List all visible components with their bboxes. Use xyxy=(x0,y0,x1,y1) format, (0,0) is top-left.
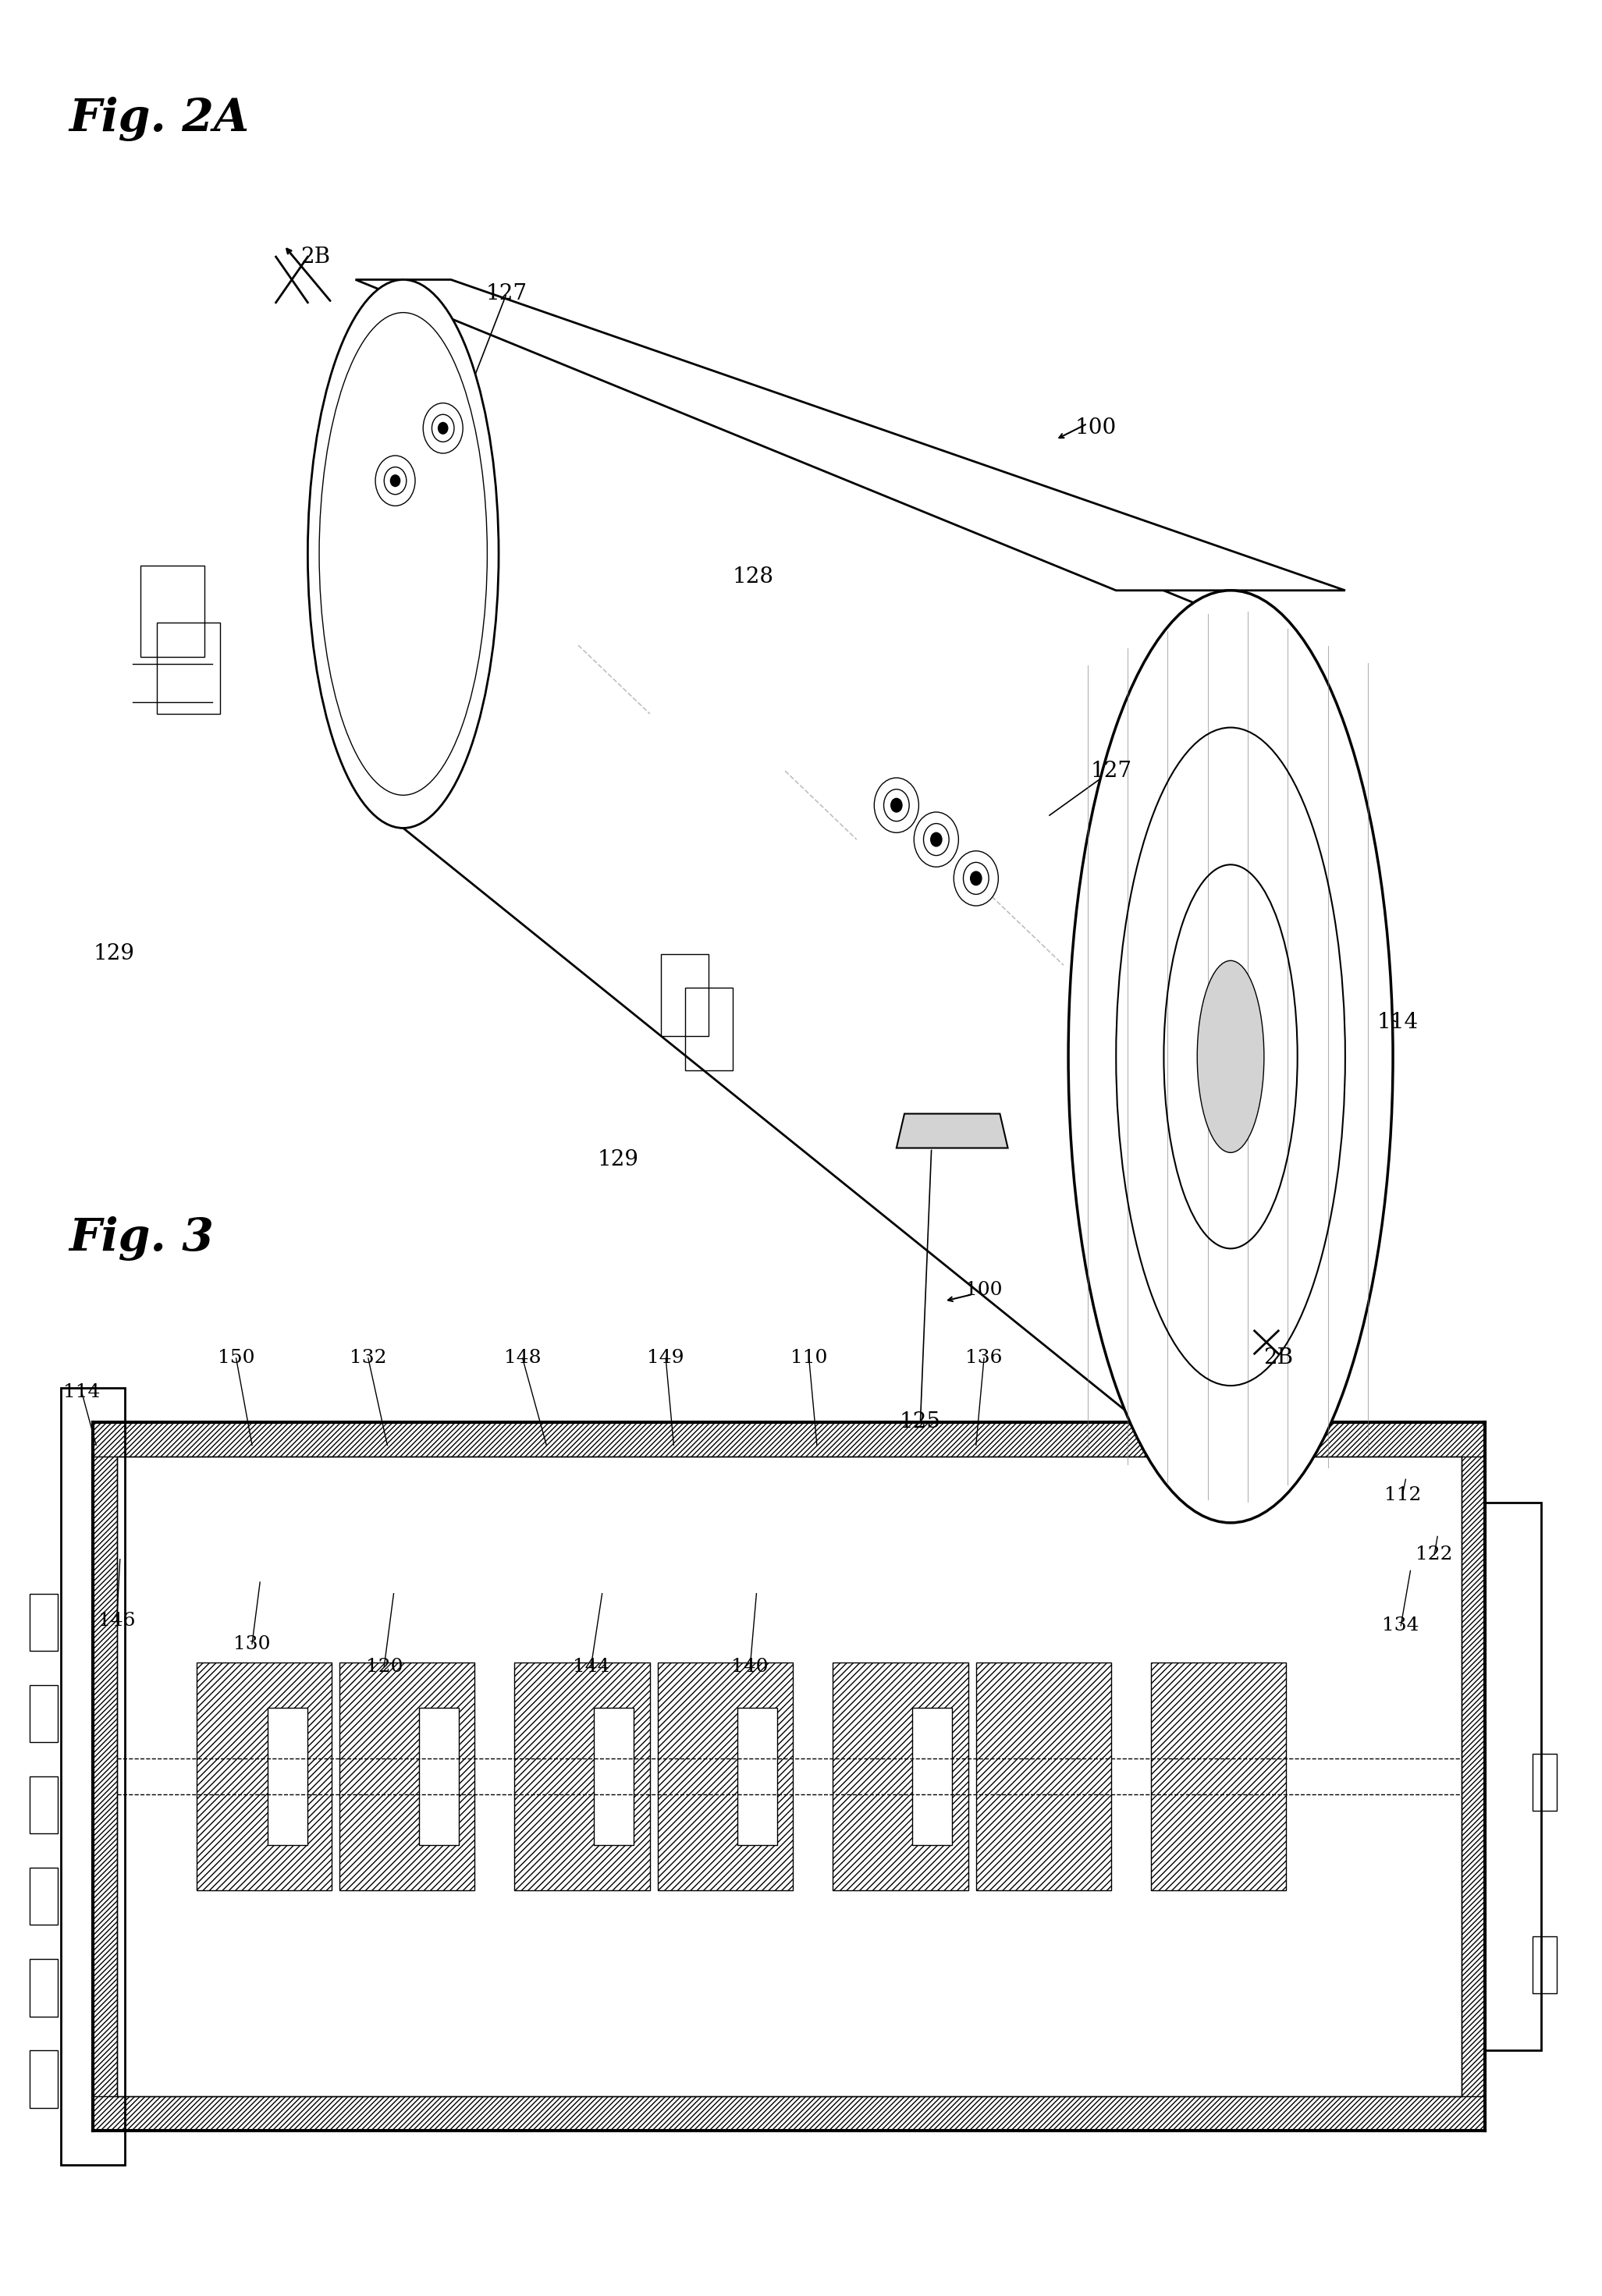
Text: 150: 150 xyxy=(218,1350,255,1366)
Bar xyxy=(833,1662,968,1890)
Bar xyxy=(976,1662,1112,1890)
Text: 132: 132 xyxy=(349,1350,386,1366)
Bar xyxy=(29,1685,58,1743)
Bar xyxy=(594,1708,634,1846)
Text: 129: 129 xyxy=(93,944,135,964)
Ellipse shape xyxy=(319,312,487,794)
Bar xyxy=(29,1869,58,1924)
Bar xyxy=(658,1662,793,1890)
Text: 120: 120 xyxy=(365,1658,402,1676)
Text: Fig. 2A: Fig. 2A xyxy=(69,96,250,142)
Ellipse shape xyxy=(423,404,463,452)
Text: 148: 148 xyxy=(505,1350,541,1366)
Text: 140: 140 xyxy=(732,1658,769,1676)
Bar xyxy=(93,1421,117,2131)
Bar xyxy=(1533,1754,1557,1812)
Text: 110: 110 xyxy=(790,1350,828,1366)
Text: 149: 149 xyxy=(647,1350,684,1366)
Text: 125: 125 xyxy=(900,1412,940,1433)
Bar xyxy=(913,1708,952,1846)
Bar xyxy=(1533,1936,1557,1993)
Bar xyxy=(514,1662,650,1890)
Ellipse shape xyxy=(953,852,998,907)
Bar xyxy=(1152,1662,1286,1890)
Text: 129: 129 xyxy=(598,1148,639,1171)
Ellipse shape xyxy=(891,799,902,813)
Bar xyxy=(29,1958,58,2016)
Text: 100: 100 xyxy=(1075,418,1117,439)
Polygon shape xyxy=(356,280,1346,590)
Text: 136: 136 xyxy=(966,1350,1003,1366)
Text: 144: 144 xyxy=(572,1658,609,1676)
Bar xyxy=(420,1708,458,1846)
Ellipse shape xyxy=(1069,590,1392,1522)
Ellipse shape xyxy=(391,475,400,487)
Bar xyxy=(737,1708,777,1846)
Ellipse shape xyxy=(439,422,449,434)
Bar xyxy=(340,1662,474,1890)
Bar xyxy=(514,1662,650,1890)
Text: 114: 114 xyxy=(1378,1013,1418,1033)
Bar xyxy=(93,2096,1485,2131)
Text: 112: 112 xyxy=(1384,1486,1421,1504)
Text: 100: 100 xyxy=(966,1281,1003,1300)
Text: 127: 127 xyxy=(485,282,527,303)
Bar xyxy=(29,1593,58,1651)
Ellipse shape xyxy=(971,872,982,886)
Bar xyxy=(658,1662,793,1890)
Bar xyxy=(197,1662,332,1890)
Ellipse shape xyxy=(931,833,942,847)
Text: 122: 122 xyxy=(1416,1545,1453,1564)
Bar xyxy=(1152,1662,1286,1890)
Bar xyxy=(29,2050,58,2108)
Bar xyxy=(268,1708,308,1846)
Bar xyxy=(976,1662,1112,1890)
Text: 2B: 2B xyxy=(301,246,330,266)
Bar xyxy=(197,1662,332,1890)
Text: 114: 114 xyxy=(64,1384,101,1401)
Ellipse shape xyxy=(375,455,415,505)
Bar xyxy=(833,1662,968,1890)
Text: 128: 128 xyxy=(732,567,774,588)
Text: 130: 130 xyxy=(234,1635,271,1653)
Text: Fig. 3: Fig. 3 xyxy=(69,1217,215,1261)
Bar xyxy=(29,1777,58,1835)
Ellipse shape xyxy=(915,813,958,868)
Ellipse shape xyxy=(1197,960,1264,1153)
Text: 134: 134 xyxy=(1383,1616,1419,1635)
Text: 2B: 2B xyxy=(1264,1348,1293,1368)
Bar xyxy=(340,1662,474,1890)
Bar xyxy=(1461,1421,1485,2131)
Text: 127: 127 xyxy=(1091,760,1133,781)
Text: 146: 146 xyxy=(98,1612,135,1630)
Ellipse shape xyxy=(308,280,498,829)
Ellipse shape xyxy=(875,778,918,833)
Bar xyxy=(61,1389,125,2165)
Polygon shape xyxy=(897,1114,1008,1148)
Bar xyxy=(93,1421,1485,1456)
